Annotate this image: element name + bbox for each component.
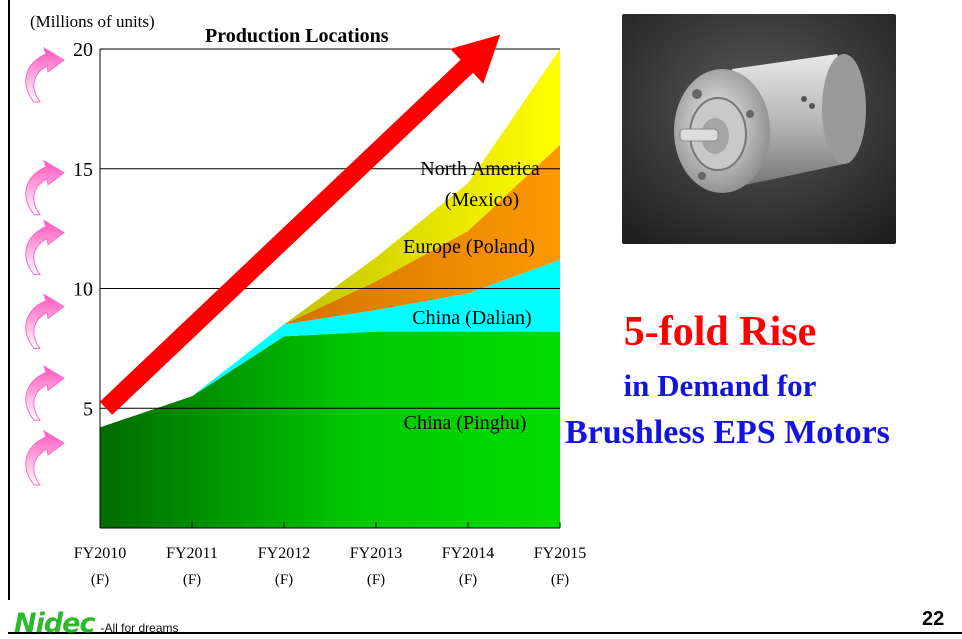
- headline-demand: in Demand for: [623, 368, 817, 403]
- x-tick-label: FY2015: [534, 545, 586, 562]
- x-tick-sublabel: (F): [275, 572, 293, 588]
- y-axis-unit-label: (Millions of units): [30, 12, 155, 31]
- x-tick-sublabel: (F): [183, 572, 201, 588]
- growth-arrow-shape: [25, 365, 65, 421]
- x-tick-label: FY2010: [74, 545, 126, 562]
- series-label-mexico-line2: (Mexico): [445, 189, 519, 211]
- growth-arrow: [25, 46, 65, 103]
- bottom-border: [8, 632, 962, 634]
- nidec-logo: Nidec -All for dreams: [14, 608, 179, 639]
- area-china-pinghu-: [100, 331, 560, 528]
- y-tick-label: 20: [73, 39, 93, 61]
- growth-arrow: [25, 365, 65, 421]
- area-europe-poland-: [100, 144, 560, 428]
- growth-arrow-shape: [25, 219, 65, 276]
- chart-title: Production Locations: [205, 25, 389, 47]
- series-label-mexico-line1: North America: [420, 158, 540, 180]
- growth-arrow-shape: [25, 293, 65, 349]
- x-tick-sublabel: (F): [91, 572, 109, 588]
- series-label-poland: Europe (Poland): [403, 236, 535, 258]
- x-tick-sublabel: (F): [459, 572, 477, 588]
- growth-arrow: [25, 293, 65, 349]
- logo-tagline: -All for dreams: [100, 621, 179, 635]
- headline-fivefold: 5-fold Rise: [623, 309, 817, 355]
- left-border: [8, 0, 10, 600]
- x-tick-sublabel: (F): [551, 572, 569, 588]
- x-tick-label: FY2011: [166, 545, 218, 562]
- y-tick-label: 10: [73, 279, 93, 301]
- page-number: 22: [922, 608, 945, 630]
- growth-arrows: [25, 46, 65, 486]
- motor-photo: [622, 14, 896, 244]
- growth-arrow: [25, 219, 65, 276]
- growth-arrow: [25, 159, 65, 216]
- area-china-dalian-: [100, 259, 560, 428]
- growth-arrow-shape: [25, 46, 65, 103]
- logo-name: Nidec: [14, 608, 95, 639]
- trend-arrow: [99, 34, 501, 415]
- growth-arrow-shape: [25, 429, 65, 486]
- growth-arrow-shape: [25, 159, 65, 216]
- x-tick-label: FY2012: [258, 545, 310, 562]
- y-tick-label: 5: [83, 398, 93, 420]
- growth-arrow: [25, 429, 65, 486]
- series-label-dalian: China (Dalian): [412, 307, 531, 329]
- y-tick-label: 15: [73, 159, 93, 181]
- headline-motors: Brushless EPS Motors: [565, 414, 890, 451]
- x-tick-label: FY2014: [442, 545, 494, 562]
- x-tick-sublabel: (F): [367, 572, 385, 588]
- x-tick-label: FY2013: [350, 545, 402, 562]
- series-label-pinghu: China (Pinghu): [404, 412, 527, 434]
